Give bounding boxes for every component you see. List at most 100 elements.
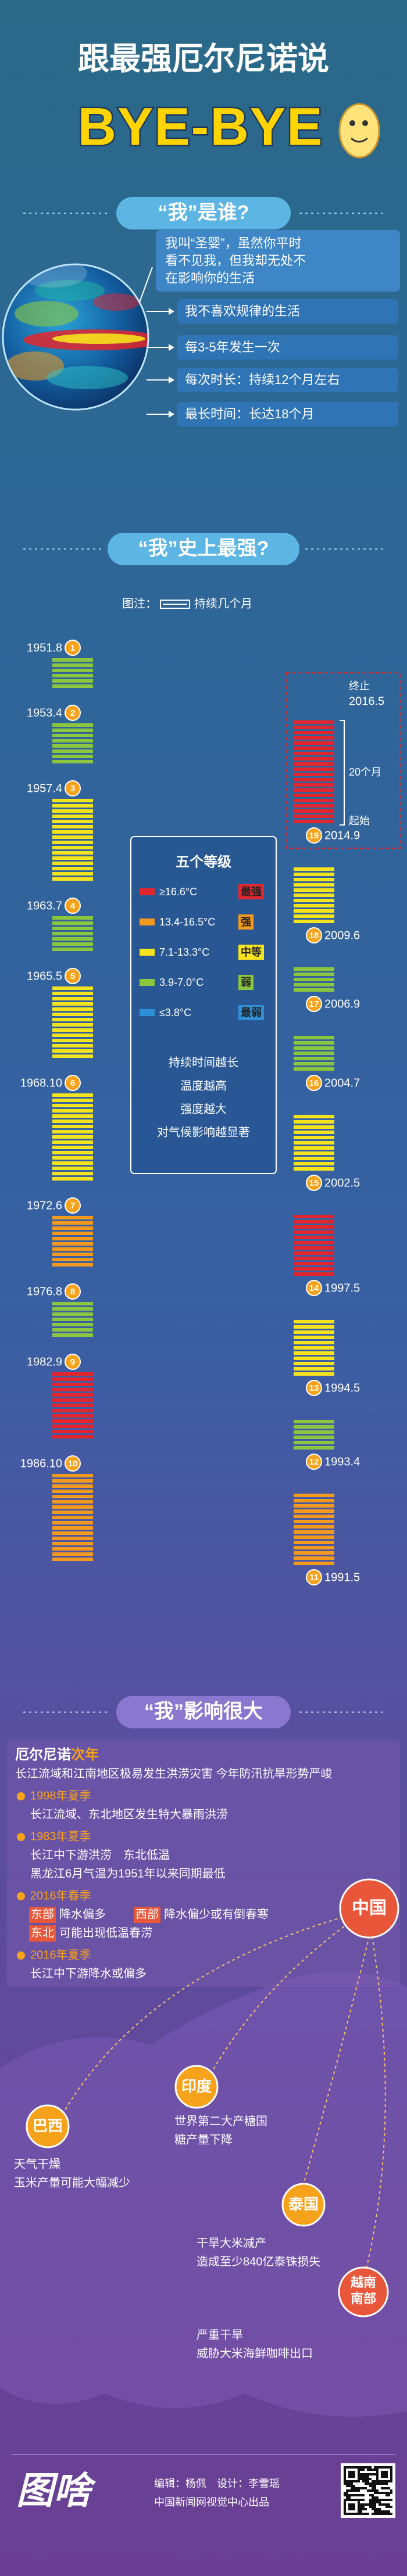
month-segment (294, 1509, 334, 1513)
qr-module (381, 2499, 383, 2501)
month-segment (52, 1242, 93, 1246)
lead: 厄尔尼诺次年 (15, 1746, 99, 1763)
qr-module (367, 2475, 369, 2478)
country-line: 干旱大米减产 (197, 2236, 266, 2249)
qr-module (374, 2473, 376, 2475)
month-segment (52, 1151, 93, 1154)
qr-module (365, 2475, 367, 2478)
qr-module (376, 2513, 379, 2515)
qr-module (376, 2466, 379, 2469)
month-segment (294, 1257, 334, 1260)
longest-frame (285, 672, 401, 849)
month-segment (52, 1479, 93, 1483)
month-segment (52, 1049, 93, 1053)
qr-module (355, 2489, 358, 2492)
month-segment (52, 841, 93, 844)
event-bar (52, 1372, 93, 1438)
month-segment (294, 1141, 334, 1145)
country-circle (26, 2104, 70, 2148)
qr-module (372, 2501, 374, 2503)
month-segment (52, 1372, 93, 1376)
qr-module (353, 2471, 355, 2473)
month-segment (52, 669, 93, 672)
qr-module (344, 2508, 346, 2510)
qr-module (358, 2510, 360, 2513)
qr-module (381, 2466, 383, 2469)
country-name: 巴西 (33, 2117, 63, 2134)
qr-module (353, 2506, 355, 2508)
month-segment (294, 1441, 334, 1444)
bullet (17, 1792, 25, 1800)
qr-module (388, 2513, 390, 2515)
publisher: 中国新闻网视觉中心出品 (154, 2496, 269, 2508)
qr-module (360, 2510, 362, 2513)
qr-module (388, 2487, 390, 2489)
qr-module (385, 2506, 388, 2508)
qr-module (374, 2496, 376, 2499)
qr-module (346, 2489, 348, 2492)
event-number-bg (65, 1075, 81, 1091)
legend-swatch (140, 1009, 155, 1016)
month-segment (294, 1446, 334, 1450)
month-segment (52, 846, 93, 849)
month-segment (294, 888, 334, 892)
month-segment (52, 1221, 93, 1225)
month-segment (294, 747, 334, 750)
month-segment (294, 873, 334, 876)
qr-module (369, 2494, 372, 2496)
qr-module (374, 2508, 376, 2510)
qr-module (374, 2503, 376, 2506)
month-segment (294, 1272, 334, 1276)
event-start: 2002.5 (324, 1176, 360, 1189)
region-tags (29, 1907, 160, 1942)
qr-module (365, 2480, 367, 2482)
month-segment (52, 1552, 93, 1556)
event-number: 18 (309, 931, 319, 941)
fact-box (177, 299, 398, 324)
month-segment (294, 1136, 334, 1139)
qr-module (344, 2510, 346, 2513)
qr-module (367, 2469, 369, 2471)
month-segment (294, 762, 334, 766)
qr-module (385, 2482, 388, 2485)
month-segment (52, 809, 93, 813)
month-segment (52, 1237, 93, 1240)
qr-module (351, 2503, 353, 2506)
month-segment (294, 1499, 334, 1502)
qr-module (360, 2506, 362, 2508)
event-number-bg (306, 1454, 322, 1470)
legend-level: 最弱 (241, 1007, 262, 1018)
qr-module (372, 2482, 374, 2485)
month-segment (294, 1151, 334, 1155)
legend-level: 中等 (241, 946, 262, 958)
month-segment (52, 734, 93, 737)
event-bar (52, 916, 93, 951)
legend-swatch (140, 919, 155, 925)
qr-module (358, 2480, 360, 2482)
qr-module (348, 2496, 351, 2499)
month-segment (52, 1495, 93, 1498)
qr-module (355, 2494, 358, 2496)
qr-module (385, 2475, 388, 2478)
qr-module (383, 2482, 385, 2485)
bullet (17, 1892, 25, 1900)
legend-level-bg (238, 914, 254, 930)
month-segment (294, 1036, 334, 1039)
qr-module (383, 2473, 385, 2475)
event-start: 1953.4 (27, 706, 62, 719)
qr-module (351, 2471, 353, 2473)
month-segment (52, 1039, 93, 1042)
event-number: 19 (309, 831, 319, 841)
fact: 我不喜欢规律的生活 (185, 304, 300, 318)
month-segment (52, 921, 93, 925)
country-line: 威胁大米海鲜咖啡出口 (197, 2347, 313, 2360)
qr-module (353, 2487, 355, 2489)
qr-module (390, 2475, 392, 2478)
month-segment (294, 757, 334, 760)
qr-module (353, 2466, 355, 2469)
qr-module (390, 2466, 392, 2469)
month-segment (52, 1531, 93, 1535)
event-number: 12 (309, 1457, 319, 1467)
longest-start-label: 起始 (349, 815, 370, 827)
qr-module (376, 2501, 379, 2503)
